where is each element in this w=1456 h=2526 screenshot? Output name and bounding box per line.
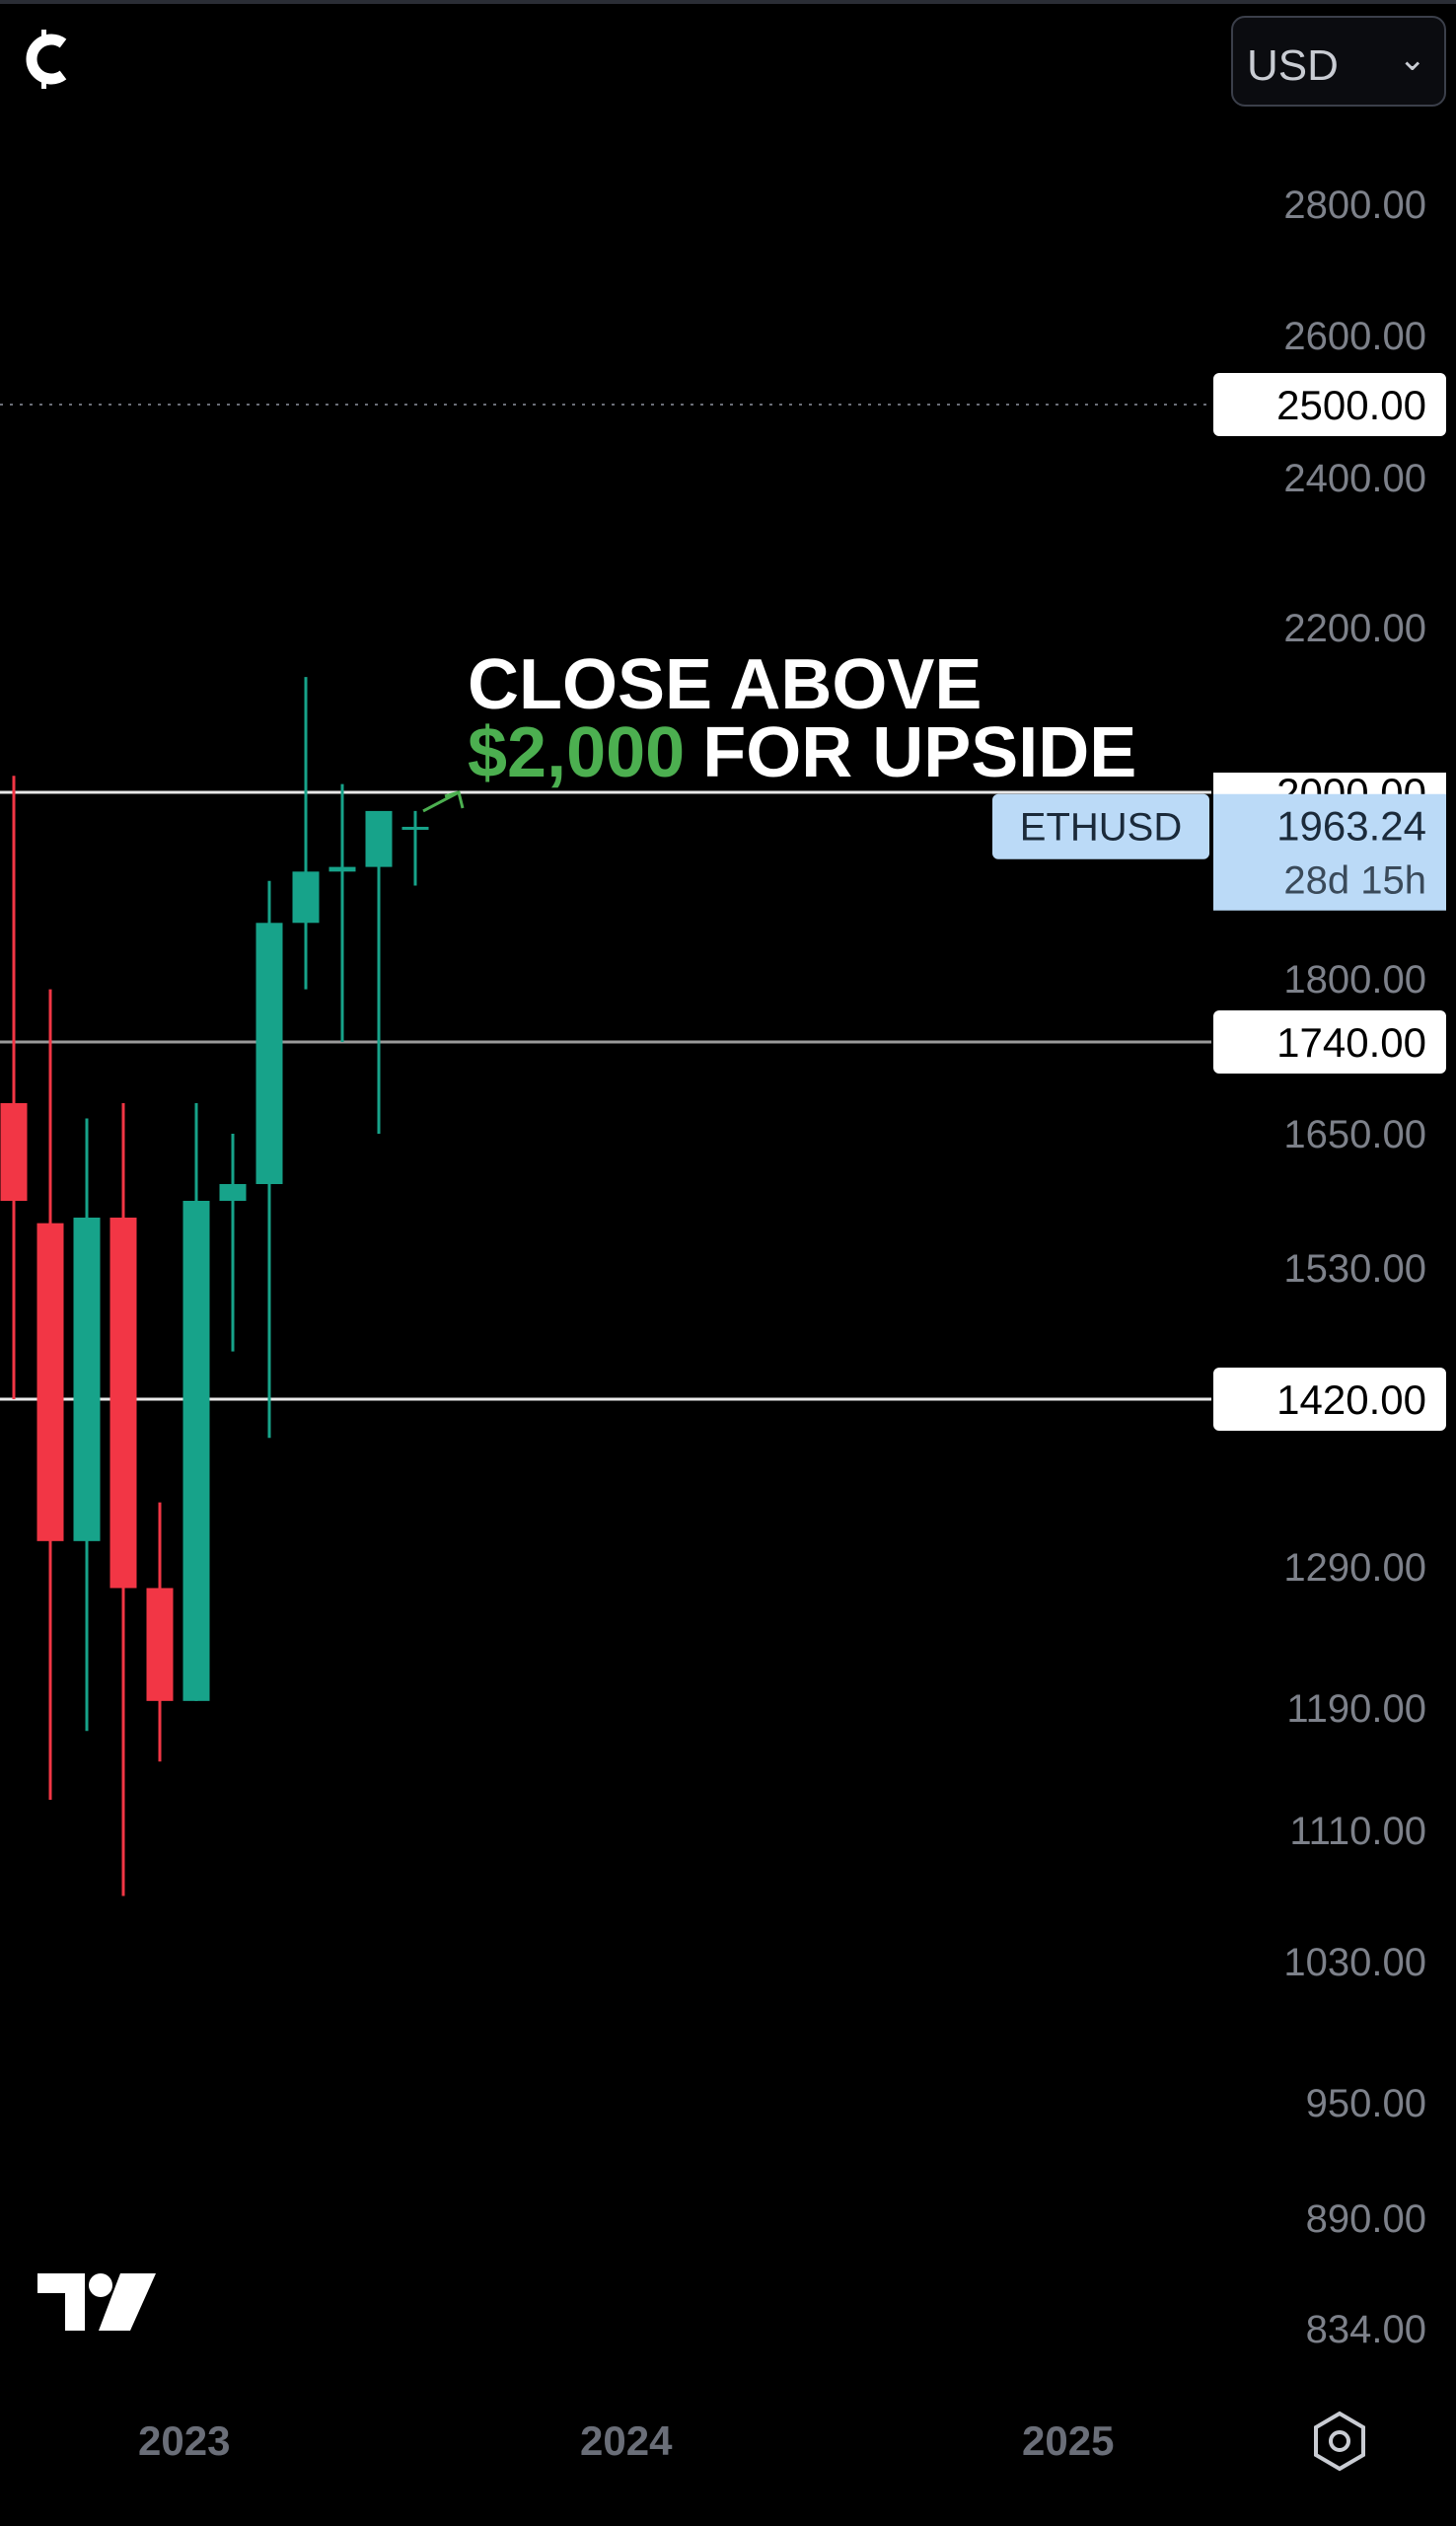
candle	[365, 810, 393, 1134]
annotation-highlight: $2,000	[468, 713, 686, 792]
level-label-box	[1213, 1368, 1446, 1431]
top-border	[0, 0, 1456, 4]
y-tick-label: 1650.00	[1283, 1113, 1426, 1156]
candle	[182, 1103, 210, 1701]
candle	[401, 810, 429, 886]
annotation-rest: FOR UPSIDE	[702, 713, 1137, 792]
level-label-box	[1213, 1010, 1446, 1074]
candle-body	[328, 866, 356, 872]
y-tick-label: 1800.00	[1283, 958, 1426, 1002]
currency-value: USD	[1247, 41, 1339, 90]
y-tick-label: 1530.00	[1283, 1247, 1426, 1291]
y-tick-label: 1110.00	[1289, 1810, 1426, 1853]
symbol-tag	[992, 793, 1209, 859]
price-label: 1963.24	[1276, 803, 1426, 850]
projection-arrow	[422, 790, 465, 813]
annotation-line2: $2,000 FOR UPSIDE	[468, 717, 1136, 788]
y-axis-ticks: 2800.00 2600.00 2400.00 2200.00 1800.00 1650.…	[1283, 184, 1426, 2351]
symbol-label: ETHUSD	[1020, 806, 1182, 850]
candle-body	[146, 1588, 174, 1701]
candle-body	[255, 923, 283, 1184]
candle	[292, 677, 320, 990]
y-tick-label: 890.00	[1306, 2197, 1426, 2241]
candle-body	[365, 810, 393, 867]
candle	[255, 880, 283, 1439]
y-tick-label: 2400.00	[1283, 457, 1426, 500]
candle	[328, 783, 356, 1042]
y-tick-label: 1030.00	[1283, 1941, 1426, 1984]
coin-c-icon	[22, 30, 73, 89]
candle	[73, 1118, 101, 1732]
candle	[0, 776, 28, 1399]
level-label: 1420.00	[1276, 1376, 1426, 1423]
y-tick-label: 2200.00	[1283, 607, 1426, 650]
tradingview-logo-icon[interactable]	[34, 2269, 158, 2339]
level-label: 2500.00	[1276, 382, 1426, 428]
candle-body	[36, 1223, 64, 1541]
countdown-label: 28d 15h	[1283, 859, 1426, 903]
candle-body	[401, 826, 429, 830]
annotation-line1: CLOSE ABOVE	[468, 645, 983, 724]
y-tick-label: 2800.00	[1283, 184, 1426, 227]
x-tick-label: 2023	[138, 2417, 231, 2464]
arrow-head	[444, 790, 465, 809]
horizontal-levels	[0, 404, 1211, 1401]
x-tick-label: 2025	[1022, 2417, 1115, 2464]
candle	[219, 1134, 247, 1352]
candle-body	[0, 1103, 28, 1201]
chevron-down-icon: ⌄	[1398, 40, 1427, 78]
candle-body	[109, 1218, 137, 1589]
candles	[0, 677, 429, 1896]
currency-selector[interactable]: USD ⌄	[1231, 16, 1446, 107]
y-tick-label: 834.00	[1306, 2308, 1426, 2351]
candle-body	[73, 1218, 101, 1541]
price-tag: ETHUSD 1963.24 28d 15h	[992, 793, 1446, 911]
hexagon-settings-icon[interactable]	[1308, 2410, 1371, 2473]
candle-body	[292, 871, 320, 924]
annotation: CLOSE ABOVE $2,000 FOR UPSIDE	[468, 645, 1136, 788]
candle-body	[182, 1201, 210, 1701]
candle	[109, 1103, 137, 1896]
x-tick-label: 2024	[580, 2417, 673, 2464]
candle	[36, 989, 64, 1800]
y-tick-label: 950.00	[1306, 2082, 1426, 2125]
candle-body	[219, 1184, 247, 1201]
y-tick-label: 2600.00	[1283, 315, 1426, 358]
candle	[146, 1502, 174, 1762]
level-label-box	[1213, 373, 1446, 436]
y-tick-label: 1190.00	[1286, 1687, 1426, 1731]
level-label-box	[1213, 773, 1446, 798]
y-tick-label: 1290.00	[1283, 1546, 1426, 1590]
price-tag-box	[1213, 793, 1446, 911]
level-label: 1740.00	[1276, 1019, 1426, 1066]
